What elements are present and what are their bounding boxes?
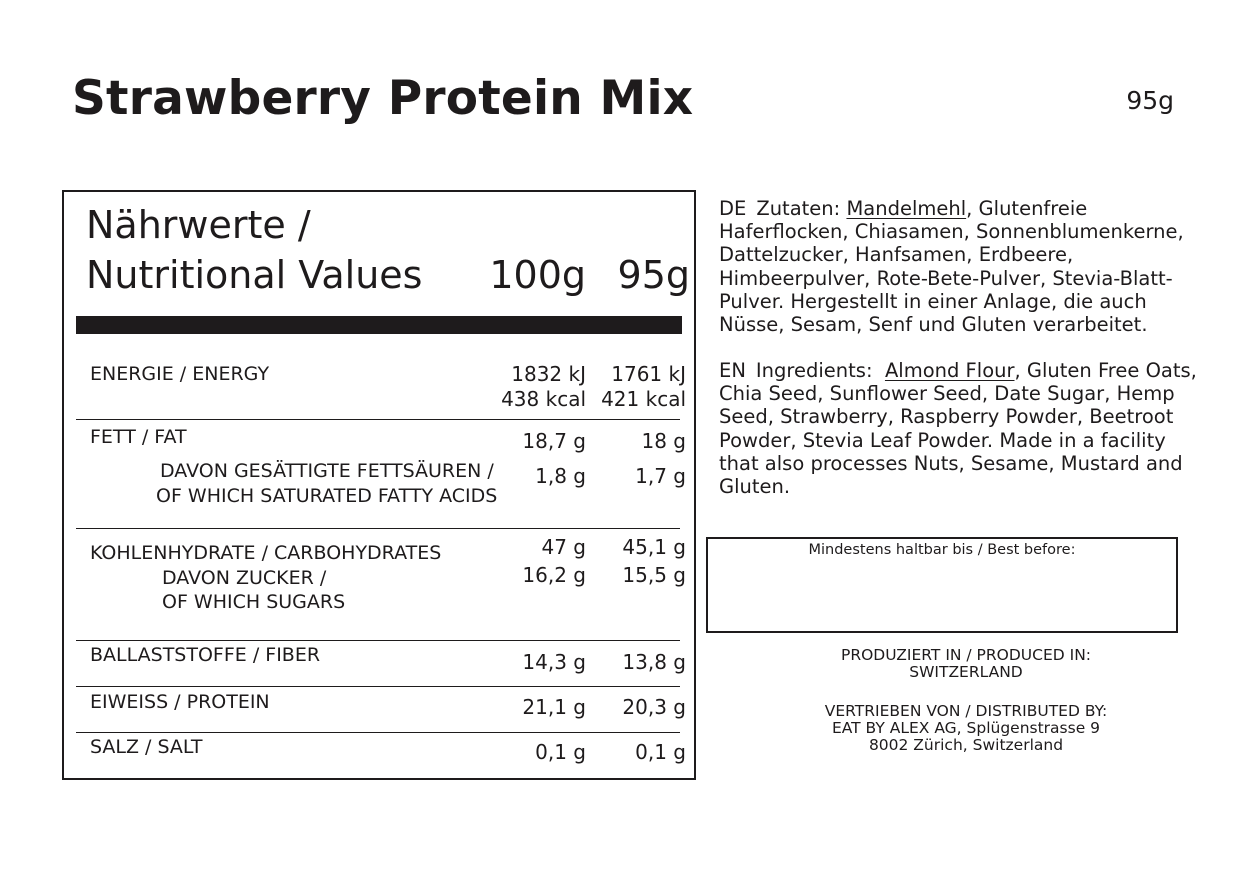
ingredients-highlight-en: Almond Flour bbox=[884, 359, 1015, 382]
carbohydrates-portion: 45,1 g bbox=[622, 535, 686, 559]
protein-portion: 20,3 g bbox=[622, 695, 686, 719]
distributor-name-street: EAT BY ALEX AG, Splügenstrasse 9 bbox=[831, 719, 1101, 737]
row-divider bbox=[76, 732, 680, 733]
sugars-label-en: OF WHICH SUGARS bbox=[162, 591, 346, 613]
saturated-label-de: DAVON GESÄTTIGTE FETTSÄUREN / bbox=[160, 460, 494, 482]
salt-label: SALZ / SALT bbox=[90, 736, 203, 758]
fiber-100g: 14,3 g bbox=[522, 650, 586, 674]
row-divider bbox=[76, 640, 680, 641]
sugars-label-de: DAVON ZUCKER / bbox=[162, 567, 327, 589]
fiber-portion: 13,8 g bbox=[622, 650, 686, 674]
distributor-info: VERTRIEBEN VON / DISTRIBUTED BY: EAT BY … bbox=[706, 703, 1226, 754]
carbohydrates-label: KOHLENHYDRATE / CARBOHYDRATES bbox=[90, 542, 442, 564]
energy-100g-kj: 1832 kJ bbox=[511, 362, 586, 386]
saturated-portion: 1,7 g bbox=[635, 464, 686, 488]
nutrition-table: Nährwerte / Nutritional Values 100g 95g … bbox=[62, 190, 696, 780]
fat-portion: 18 g bbox=[641, 429, 686, 453]
row-divider bbox=[76, 686, 680, 687]
sugars-100g: 16,2 g bbox=[522, 563, 586, 587]
energy-portion-kcal: 421 kcal bbox=[601, 387, 686, 411]
language-code-en: EN bbox=[719, 359, 746, 382]
energy-label: ENERGIE / ENERGY bbox=[90, 363, 270, 385]
heading-divider-bar bbox=[76, 316, 682, 334]
salt-portion: 0,1 g bbox=[635, 740, 686, 764]
row-divider bbox=[76, 528, 680, 529]
distributor-label: VERTRIEBEN VON / DISTRIBUTED BY: bbox=[824, 702, 1108, 720]
net-weight: 95g bbox=[1126, 86, 1174, 115]
protein-label: EIWEISS / PROTEIN bbox=[90, 691, 270, 713]
row-divider bbox=[76, 419, 680, 420]
best-before-box: Mindestens haltbar bis / Best before: bbox=[706, 537, 1178, 633]
ingredients-text-de: , Glutenfreie Haferflocken, Chiasamen, S… bbox=[719, 197, 1184, 337]
ingredients-en: EN Ingredients: Almond Flour, Gluten Free… bbox=[719, 359, 1199, 498]
saturated-label-en: OF WHICH SATURATED FATTY ACIDS bbox=[156, 485, 498, 507]
ingredients-de: DE Zutaten: Mandelmehl, Glutenfreie Hafer… bbox=[719, 197, 1199, 336]
fat-100g: 18,7 g bbox=[522, 429, 586, 453]
sugars-portion: 15,5 g bbox=[622, 563, 686, 587]
language-code-de: DE bbox=[719, 197, 747, 220]
nutrition-heading-de: Nährwerte / bbox=[86, 203, 311, 247]
distributor-city: 8002 Zürich, Switzerland bbox=[868, 736, 1064, 754]
column-header-100g: 100g bbox=[489, 253, 586, 297]
energy-100g-kcal: 438 kcal bbox=[501, 387, 586, 411]
ingredients-text-en: , Gluten Free Oats, Chia Seed, Sunflower… bbox=[719, 359, 1197, 499]
best-before-label: Mindestens haltbar bis / Best before: bbox=[808, 542, 1076, 558]
carbohydrates-100g: 47 g bbox=[541, 535, 586, 559]
origin-country: SWITZERLAND bbox=[909, 663, 1023, 681]
product-title: Strawberry Protein Mix bbox=[72, 71, 694, 126]
nutrition-heading-en: Nutritional Values bbox=[86, 253, 423, 297]
salt-100g: 0,1 g bbox=[535, 740, 586, 764]
energy-portion-kj: 1761 kJ bbox=[611, 362, 686, 386]
origin-info: PRODUZIERT IN / PRODUCED IN: SWITZERLAND bbox=[706, 647, 1226, 681]
ingredients-highlight-de: Mandelmehl bbox=[846, 197, 967, 220]
protein-100g: 21,1 g bbox=[522, 695, 586, 719]
fat-label: FETT / FAT bbox=[90, 426, 187, 448]
fiber-label: BALLASTSTOFFE / FIBER bbox=[90, 644, 321, 666]
column-header-portion: 95g bbox=[617, 253, 690, 297]
saturated-100g: 1,8 g bbox=[535, 464, 586, 488]
origin-label: PRODUZIERT IN / PRODUCED IN: bbox=[840, 646, 1092, 664]
ingredients-prefix-en: Ingredients: bbox=[755, 359, 873, 382]
ingredients-prefix-de: Zutaten: bbox=[756, 197, 841, 220]
